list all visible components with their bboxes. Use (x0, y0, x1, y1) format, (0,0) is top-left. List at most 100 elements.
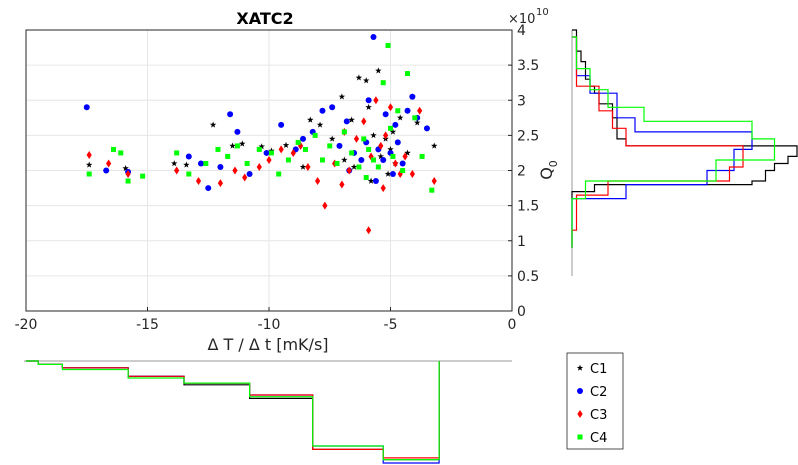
y-tick-label: 3 (517, 93, 526, 109)
data-point-C3 (322, 201, 328, 210)
data-point-C3 (353, 134, 360, 143)
data-point-C4 (341, 129, 347, 135)
data-point-C2 (83, 104, 90, 111)
data-point-C3 (315, 177, 321, 186)
right-histogram-series (571, 29, 798, 248)
right-hist-C2 (571, 36, 753, 248)
data-point-C3 (174, 166, 180, 175)
data-point-C3 (106, 159, 112, 168)
data-point-C1 (370, 131, 377, 139)
data-point-C3 (409, 170, 415, 179)
legend-label: C4 (590, 431, 607, 446)
data-point-C4 (285, 157, 291, 163)
data-point-C1 (239, 140, 246, 147)
right-hist-C4 (571, 36, 776, 248)
x-tick-label: -5 (384, 317, 398, 333)
y-tick-label: 1.5 (517, 199, 539, 215)
data-point-C1 (338, 93, 346, 100)
right-hist-C3 (571, 36, 744, 248)
data-point-C1 (348, 116, 355, 123)
data-point-C1 (307, 116, 314, 123)
data-point-C4 (361, 136, 367, 142)
data-point-C4 (86, 171, 92, 177)
data-point-C3 (397, 170, 403, 179)
data-point-C1 (387, 146, 394, 153)
data-point-C2 (197, 160, 204, 167)
data-point-C2 (227, 111, 234, 118)
y-tick-label: 2.5 (517, 128, 539, 144)
data-point-C3 (387, 103, 394, 112)
data-point-C2 (263, 149, 270, 156)
data-point-C4 (186, 171, 192, 177)
chart-title: XATC2 (236, 9, 293, 28)
data-point-C2 (319, 107, 326, 114)
data-point-C3 (217, 179, 223, 188)
data-point-C4 (390, 153, 396, 159)
data-point-C4 (388, 125, 393, 131)
y-axis-label-subscript: 0 (547, 160, 560, 167)
data-point-C2 (217, 163, 224, 170)
data-point-C2 (365, 97, 372, 104)
legend-marker-C4 (577, 434, 583, 440)
data-point-C3 (297, 141, 304, 150)
data-point-C2 (382, 111, 389, 118)
data-point-C2 (300, 135, 307, 142)
bottom-hist-C2 (26, 360, 440, 464)
data-point-C4 (419, 153, 425, 159)
legend-marker-C2 (577, 388, 583, 394)
legend-item-C1: C1 (576, 362, 607, 377)
data-point-C3 (266, 155, 272, 164)
data-point-C4 (276, 171, 282, 177)
data-point-C2 (380, 156, 387, 163)
y-tick-label: 0.5 (517, 269, 539, 285)
data-point-C4 (405, 71, 411, 77)
data-point-C4 (380, 80, 386, 86)
data-point-C4 (215, 146, 221, 152)
data-point-C4 (429, 187, 435, 193)
legend-label: C2 (590, 385, 607, 400)
data-point-C4 (334, 160, 340, 166)
data-point-C2 (389, 171, 396, 178)
data-point-C3 (195, 177, 202, 186)
series-C2 (83, 34, 430, 192)
data-point-C2 (404, 107, 411, 114)
bottom-histogram-series (26, 360, 440, 464)
data-point-C2 (370, 34, 377, 41)
data-point-C4 (302, 146, 308, 152)
x-tick-label: -15 (136, 317, 159, 333)
scatter-panel: -20 -15 -10 -5 0 0 0.5 1 1.5 2 2.5 3 3.5 4 XATC2 Δ T… (15, 7, 560, 354)
data-point-C1 (282, 141, 290, 148)
data-point-C4 (140, 173, 146, 179)
data-point-C2 (103, 167, 110, 174)
data-point-C4 (174, 150, 180, 156)
data-point-C2 (278, 121, 285, 128)
data-point-C4 (370, 157, 376, 163)
data-point-C4 (225, 153, 231, 159)
legend: C1 C2 C3 C4 (566, 352, 624, 450)
data-point-C2 (185, 153, 192, 160)
data-point-C1 (328, 135, 336, 142)
data-point-C4 (312, 132, 318, 138)
legend-marker-C1 (576, 364, 584, 371)
legend-label: C3 (590, 408, 607, 423)
data-point-C1 (377, 153, 385, 160)
data-point-C1 (404, 149, 411, 156)
data-point-C2 (205, 185, 212, 192)
data-point-C3 (305, 162, 311, 171)
right-histogram-panel (571, 29, 798, 276)
x-tick-label: -20 (15, 317, 38, 333)
data-point-C1 (183, 161, 190, 168)
data-point-C3 (431, 177, 437, 186)
data-point-C1 (367, 177, 375, 184)
y-tick-label: 0 (517, 304, 526, 320)
data-point-C2 (246, 171, 253, 178)
data-point-C2 (394, 139, 401, 146)
data-point-C4 (363, 175, 369, 181)
data-point-C3 (380, 184, 386, 193)
data-point-C3 (290, 148, 296, 157)
data-point-C4 (268, 150, 274, 156)
data-point-C4 (395, 108, 401, 114)
data-point-C1 (396, 114, 404, 121)
data-point-C3 (232, 166, 238, 175)
